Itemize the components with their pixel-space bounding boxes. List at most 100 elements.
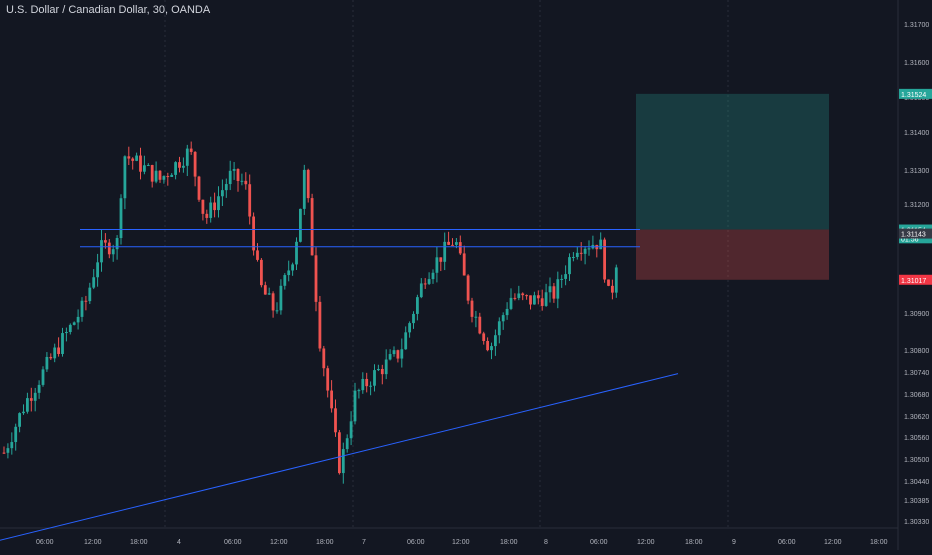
candle-body — [115, 238, 119, 250]
candle-body — [404, 332, 408, 350]
candle-body — [544, 292, 548, 306]
time-tick-label: 18:00 — [130, 539, 148, 546]
candle-body — [474, 316, 478, 318]
price-label-text: 1.31017 — [901, 278, 926, 285]
time-tick-label: 06:00 — [407, 539, 425, 546]
candle-body — [365, 378, 369, 387]
candle-body — [338, 432, 341, 474]
candle-body — [68, 324, 72, 332]
candle-body — [197, 176, 201, 200]
price-tick-label: 1.30500 — [904, 457, 929, 464]
candle-body — [529, 295, 532, 305]
candle-body — [213, 202, 216, 211]
candle-body — [49, 356, 53, 359]
candle-body — [6, 448, 10, 453]
candle-body — [427, 279, 431, 284]
candle-body — [100, 240, 103, 263]
time-tick-label: 18:00 — [316, 539, 334, 546]
candle-body — [314, 255, 318, 302]
candle-body — [154, 170, 158, 182]
candle-body — [252, 216, 255, 251]
price-label-badge — [899, 274, 932, 285]
time-tick-label: 06:00 — [36, 539, 54, 546]
candle-body — [22, 411, 25, 414]
candle-body — [310, 198, 314, 256]
candle-body — [478, 316, 482, 334]
candle-body — [33, 392, 37, 401]
time-tick-label: 12:00 — [637, 539, 655, 546]
price-tick-label: 1.30560 — [904, 435, 929, 442]
candle-body — [322, 348, 326, 369]
candle-body — [209, 202, 213, 218]
candle-body — [150, 165, 154, 182]
candle-body — [466, 275, 470, 301]
candle-body — [217, 196, 220, 211]
candle-body — [193, 151, 197, 177]
candle-body — [400, 349, 404, 359]
candle-body — [287, 270, 291, 276]
candle-body — [408, 323, 411, 333]
candle-body — [279, 285, 283, 311]
candle-body — [377, 368, 380, 371]
price-tick-label: 1.30900 — [904, 311, 929, 318]
candle-body — [185, 148, 189, 166]
price-tick-label: 1.31600 — [904, 60, 929, 67]
candle-body — [283, 275, 287, 286]
candle-body — [579, 252, 583, 254]
candle-body — [267, 293, 271, 295]
candle-body — [521, 293, 525, 296]
candle-body — [412, 313, 415, 324]
candle-body — [482, 333, 486, 342]
candle-body — [131, 158, 135, 161]
candle-body — [497, 321, 501, 336]
candle-body — [458, 242, 462, 254]
candle-body — [291, 264, 294, 271]
time-tick-label: 7 — [362, 539, 366, 546]
price-label-text: 1.31524 — [901, 92, 926, 99]
candle-body — [494, 335, 497, 347]
candle-body — [139, 155, 142, 172]
candle-body — [166, 176, 170, 178]
candle-body — [525, 295, 528, 297]
candle-body — [174, 162, 177, 175]
candle-body — [221, 190, 224, 197]
candle-body — [248, 184, 252, 217]
candle-body — [349, 421, 353, 439]
candle-body — [587, 248, 591, 250]
time-tick-label: 9 — [732, 539, 736, 546]
candle-body — [88, 287, 92, 302]
candle-body — [275, 310, 279, 312]
time-tick-label: 4 — [177, 539, 181, 546]
candle-body — [614, 267, 618, 293]
candle-body — [540, 298, 544, 306]
candle-body — [84, 300, 88, 302]
candle-body — [564, 274, 567, 279]
candle-body — [182, 165, 185, 168]
time-tick-label: 18:00 — [500, 539, 518, 546]
candle-body — [201, 199, 205, 214]
candle-body — [302, 169, 306, 209]
candle-body — [2, 452, 6, 454]
time-tick-label: 06:00 — [224, 539, 242, 546]
candle-body — [599, 239, 603, 250]
candle-body — [341, 449, 345, 474]
candle-body — [104, 240, 107, 243]
candle-body — [568, 257, 571, 275]
price-tick-label: 1.31200 — [904, 202, 929, 209]
price-tick-label: 1.30620 — [904, 414, 929, 421]
price-tick-label: 1.31300 — [904, 168, 929, 175]
candle-body — [357, 390, 361, 392]
candle-body — [380, 368, 384, 375]
candle-body — [513, 297, 517, 299]
candle-body — [143, 165, 146, 172]
candle-body — [548, 286, 552, 293]
candle-body — [369, 385, 372, 387]
candle-body — [189, 148, 193, 152]
candle-body — [107, 242, 111, 255]
candle-body — [228, 170, 232, 185]
price-tick-label: 1.31700 — [904, 22, 929, 29]
candle-body — [505, 308, 509, 316]
candle-body — [135, 155, 138, 161]
